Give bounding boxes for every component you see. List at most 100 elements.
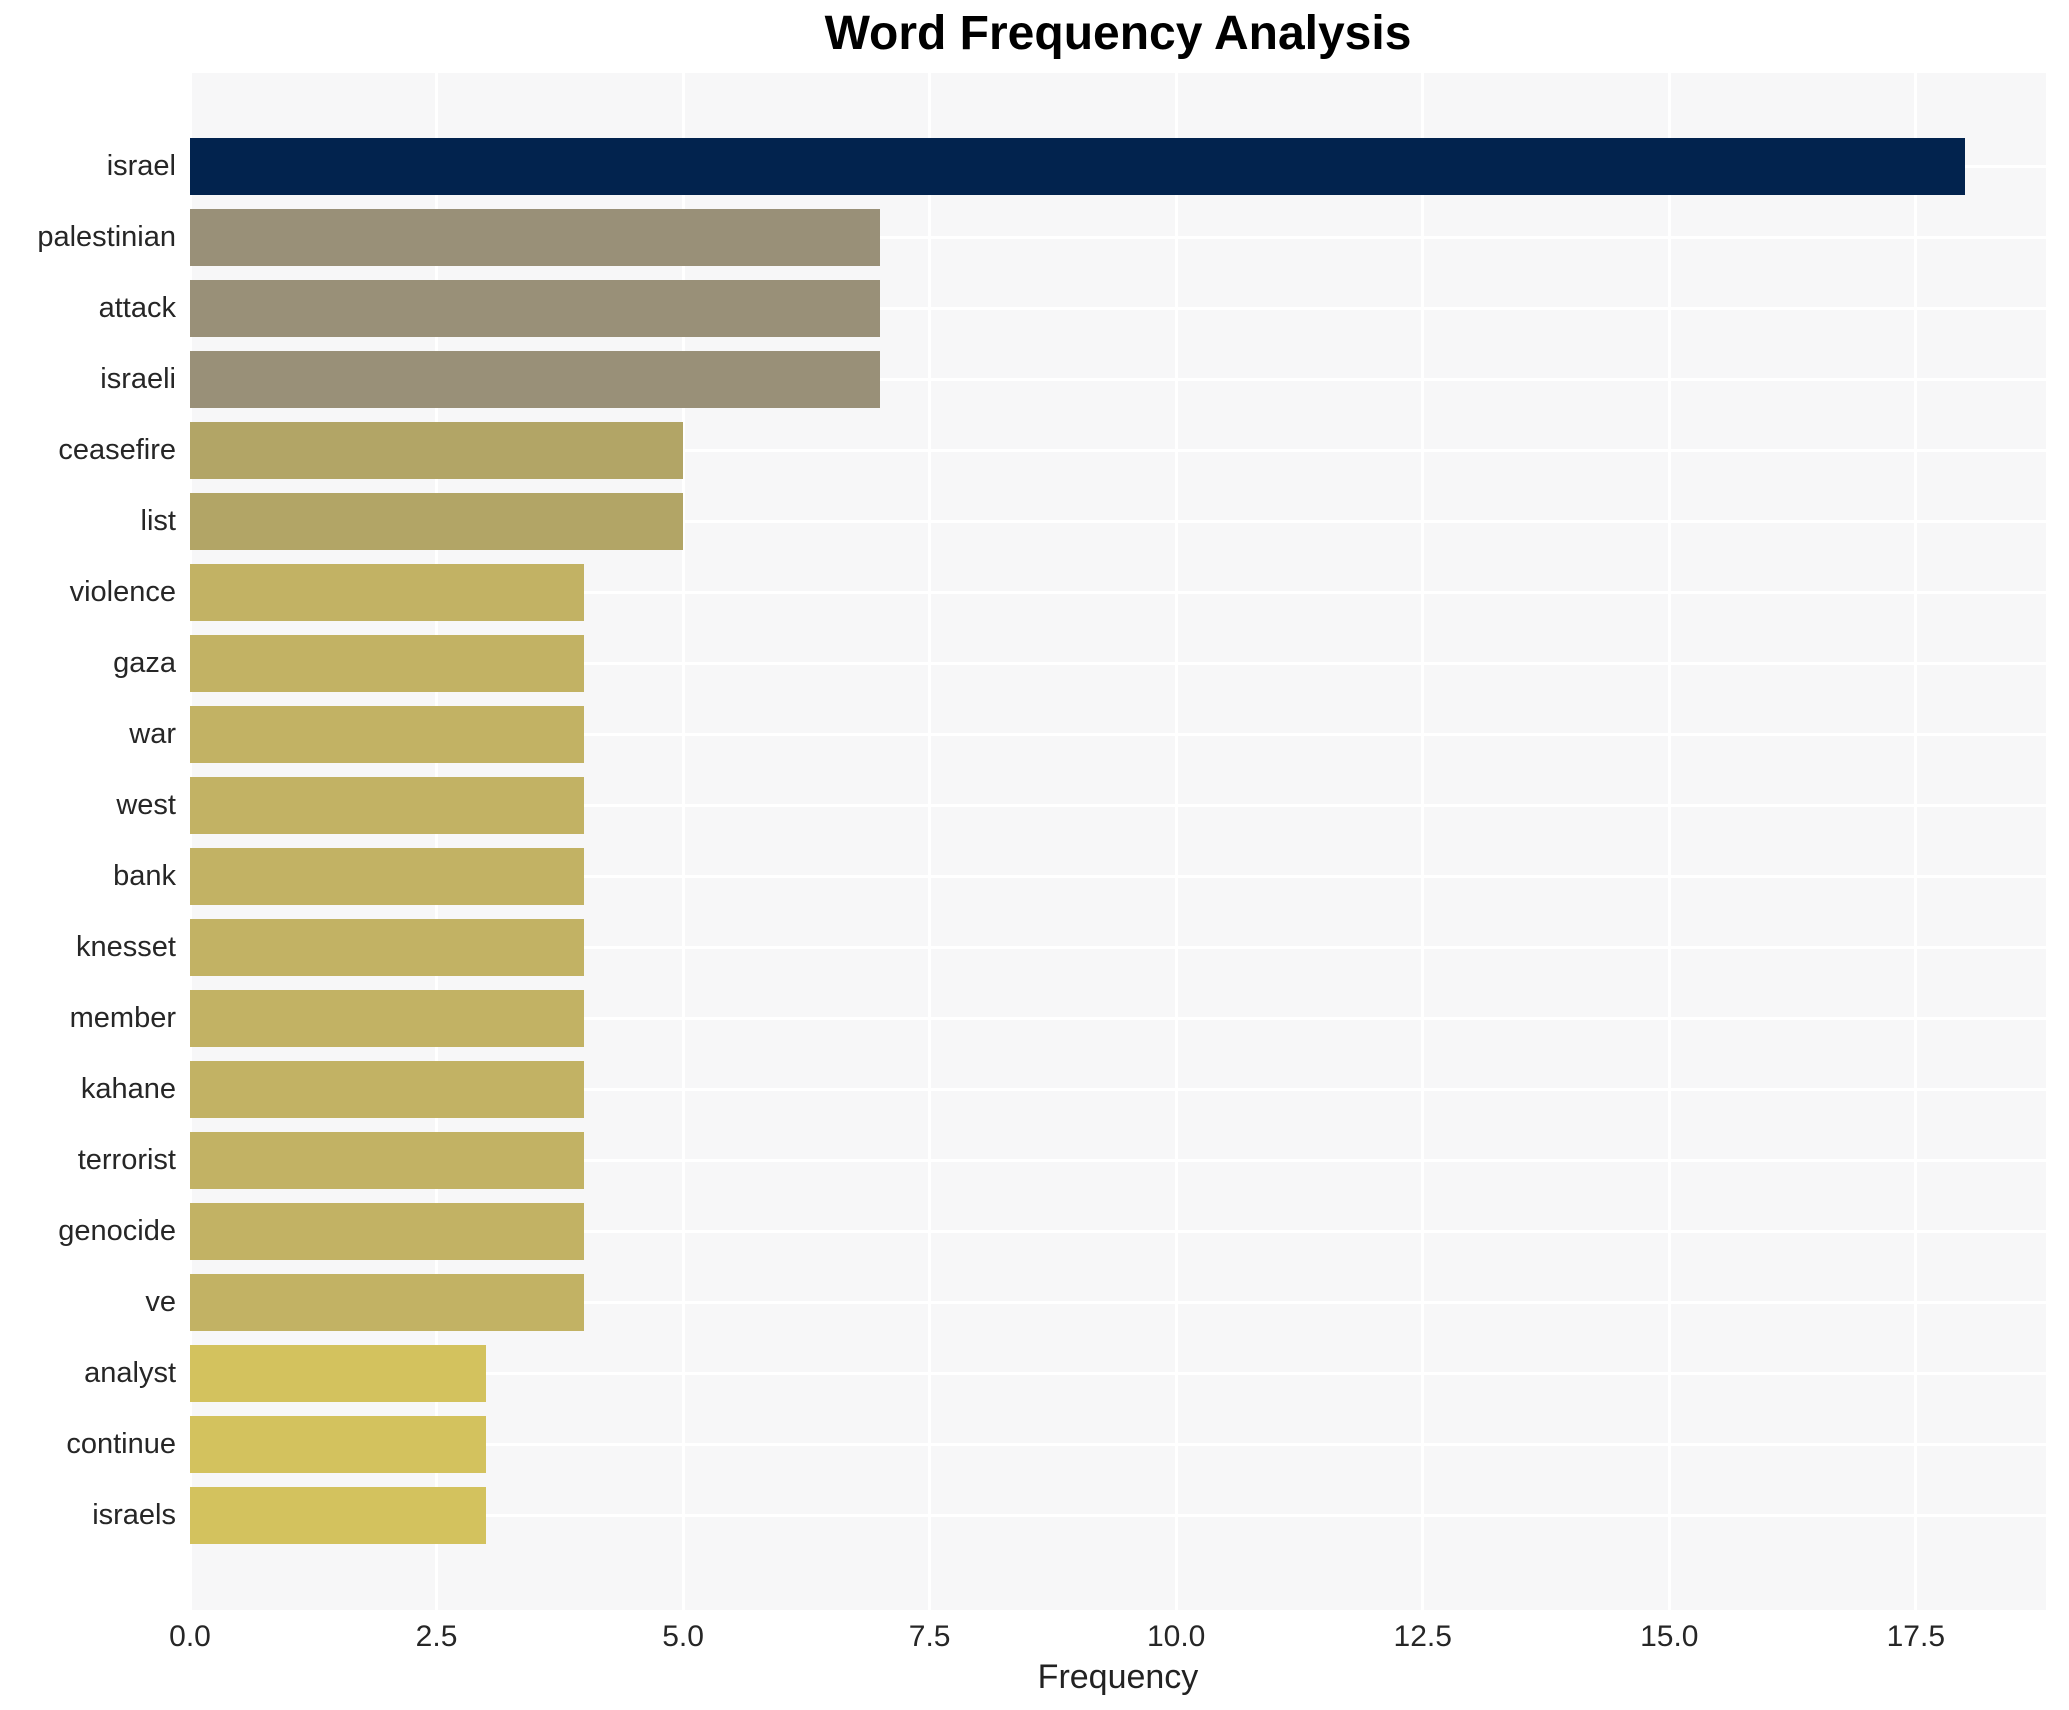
h-gridline <box>190 1301 2046 1304</box>
chart-title: Word Frequency Analysis <box>824 7 1412 60</box>
bar-row <box>190 1054 2046 1125</box>
bar-row <box>190 912 2046 983</box>
x-tick-label: 12.5 <box>1393 1620 1452 1653</box>
bar-row <box>190 983 2046 1054</box>
y-tick-label: war <box>129 718 176 750</box>
bar <box>190 1061 585 1118</box>
y-tick-label: attack <box>98 292 176 324</box>
y-tick-label: kahane <box>80 1073 176 1105</box>
bar <box>190 635 585 692</box>
bar <box>190 209 881 266</box>
h-gridline <box>190 804 2046 807</box>
y-tick-label: israeli <box>100 363 176 395</box>
x-axis-ticks: 0.0 2.5 5.0 7.5 10.0 12.5 15.0 17.5 <box>169 1620 2046 1656</box>
v-gridline <box>1914 73 1918 1610</box>
bar-row <box>190 131 2046 202</box>
bar-row <box>190 841 2046 912</box>
h-gridline <box>190 1372 2046 1375</box>
bar <box>190 990 585 1047</box>
bar-row <box>190 1196 2046 1267</box>
y-tick-label: member <box>69 1002 176 1034</box>
bar-row <box>190 273 2046 344</box>
y-tick-label: bank <box>113 860 176 892</box>
bar <box>190 1487 486 1544</box>
bar <box>190 138 1966 195</box>
x-tick-label: 7.5 <box>908 1620 951 1653</box>
h-gridline <box>190 662 2046 665</box>
bar <box>190 493 684 550</box>
y-axis-labels: israel palestinian attack israeli ceasefire l… <box>0 131 176 1551</box>
v-gridline <box>1174 73 1178 1610</box>
bar <box>190 1345 486 1402</box>
bar-row <box>190 202 2046 273</box>
bar <box>190 1203 585 1260</box>
y-tick-label: ceasefire <box>58 434 176 466</box>
h-gridline <box>190 946 2046 949</box>
bar-row <box>190 415 2046 486</box>
h-gridline <box>190 591 2046 594</box>
y-tick-label: genocide <box>58 1215 176 1247</box>
bar-row <box>190 486 2046 557</box>
y-tick-label: analyst <box>84 1357 176 1389</box>
y-tick-label: violence <box>69 576 176 608</box>
h-gridline <box>190 1514 2046 1517</box>
plot-panel <box>188 73 2046 1610</box>
bar <box>190 706 585 763</box>
bar-row <box>190 557 2046 628</box>
h-gridline <box>190 1230 2046 1233</box>
bar-row <box>190 1409 2046 1480</box>
x-tick-label: 10.0 <box>1146 1620 1206 1653</box>
x-tick-label: 0.0 <box>169 1620 211 1653</box>
bar-row <box>190 699 2046 770</box>
bar <box>190 422 684 479</box>
bar-row <box>190 344 2046 415</box>
v-gridline <box>1421 73 1425 1610</box>
v-gridline <box>928 73 932 1610</box>
x-tick-label: 5.0 <box>662 1620 704 1653</box>
h-gridline <box>190 520 2046 523</box>
bar-row <box>190 770 2046 841</box>
y-tick-label: palestinian <box>37 221 176 253</box>
y-tick-label: gaza <box>113 647 176 679</box>
bar <box>190 848 585 905</box>
x-axis-label: Frequency <box>1037 1658 1199 1696</box>
bar-row <box>190 628 2046 699</box>
bar <box>190 919 585 976</box>
bar <box>190 777 585 834</box>
bar-rows <box>190 131 2046 1551</box>
bar-row <box>190 1125 2046 1196</box>
h-gridline <box>190 236 2046 239</box>
y-tick-label: knesset <box>76 931 176 963</box>
y-tick-label: israel <box>106 150 176 182</box>
bar-row <box>190 1267 2046 1338</box>
bar <box>190 1274 585 1331</box>
bar-row <box>190 1480 2046 1551</box>
bar <box>190 564 585 621</box>
y-tick-label: list <box>140 505 176 537</box>
y-tick-label: ve <box>145 1286 176 1318</box>
y-tick-label: terrorist <box>77 1144 176 1176</box>
v-gridline <box>188 73 192 1610</box>
h-gridline <box>190 1088 2046 1091</box>
bar <box>190 351 881 408</box>
v-gridline <box>1667 73 1671 1610</box>
h-gridline <box>190 378 2046 381</box>
v-gridline <box>681 73 685 1610</box>
y-tick-label: continue <box>66 1428 176 1460</box>
bar-row <box>190 1338 2046 1409</box>
x-tick-label: 15.0 <box>1640 1620 1699 1653</box>
h-gridline <box>190 449 2046 452</box>
h-gridline <box>190 1017 2046 1020</box>
h-gridline <box>190 733 2046 736</box>
bar <box>190 280 881 337</box>
y-tick-label: israels <box>92 1499 176 1531</box>
h-gridline <box>190 1443 2046 1446</box>
x-tick-label: 2.5 <box>415 1620 458 1653</box>
h-gridline <box>190 307 2046 310</box>
x-tick-label: 17.5 <box>1886 1620 1946 1653</box>
h-gridline <box>190 875 2046 878</box>
y-tick-label: west <box>116 789 176 821</box>
bar <box>190 1132 585 1189</box>
bar <box>190 1416 486 1473</box>
